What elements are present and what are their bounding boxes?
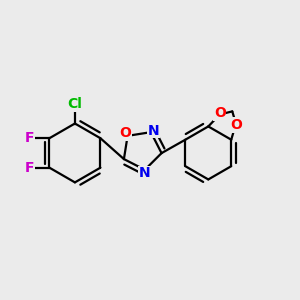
Text: Cl: Cl (68, 98, 82, 111)
Text: F: F (25, 161, 34, 175)
Text: N: N (148, 124, 160, 138)
Text: O: O (230, 118, 242, 132)
Text: N: N (139, 166, 150, 180)
Text: O: O (214, 106, 226, 120)
Text: F: F (25, 131, 34, 145)
Text: O: O (119, 127, 131, 140)
